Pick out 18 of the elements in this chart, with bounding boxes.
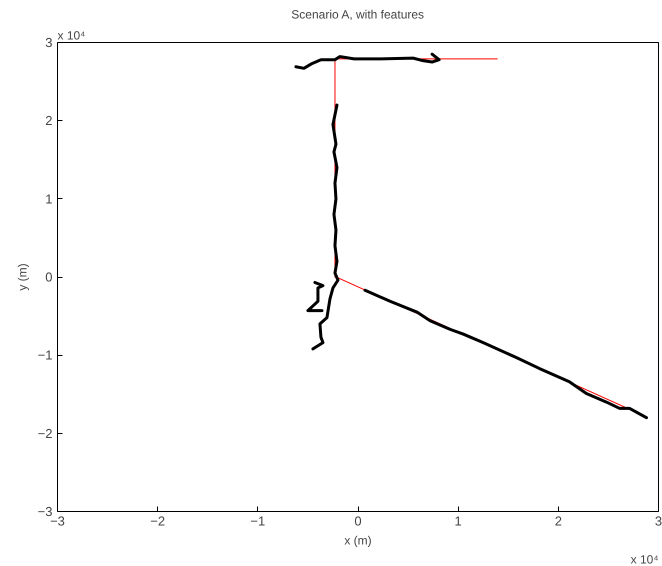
y-tick-label: 0 (45, 270, 53, 284)
x-tick-label: 3 (654, 514, 662, 528)
y-tick-label: −2 (38, 426, 53, 441)
y-axis-title: y (m) (16, 263, 30, 291)
y-tick-label: −3 (38, 504, 53, 519)
x-axis-title: x (m) (344, 534, 372, 548)
y-tick-label: 3 (45, 35, 53, 50)
x-tick-label: 0 (354, 514, 362, 528)
y-tick-label: −1 (38, 348, 53, 363)
x-tick-label: 1 (454, 514, 462, 528)
x-tick-label: 2 (554, 514, 562, 528)
x-tick-label: −2 (150, 514, 166, 528)
x-tick-label: −1 (250, 514, 266, 528)
annotation: x 10⁴ (58, 28, 86, 42)
chart-title: Scenario A, with features (291, 8, 424, 22)
text: x 10⁴ (630, 552, 659, 566)
y-tick-label: 2 (45, 113, 53, 128)
y-tick-label: 1 (45, 191, 53, 206)
